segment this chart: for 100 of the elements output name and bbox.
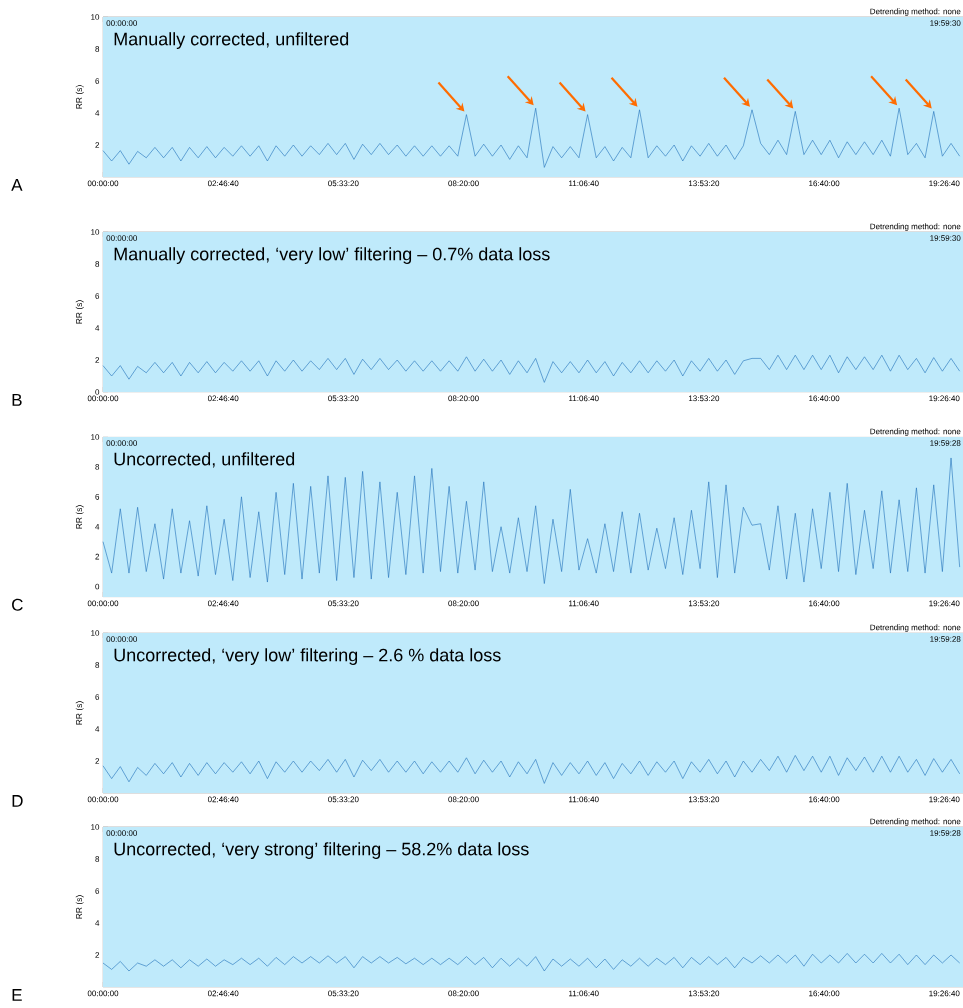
text: B [12,394,22,406]
y-tick-label: 4 [95,726,100,732]
y-tick-label: 6 [95,493,100,500]
text: A [11,179,23,191]
y-tick-label: 10 [91,14,100,20]
x-tick-label: 13:53:20 [688,600,720,607]
x-tick-label: 16:40:00 [809,990,840,997]
line-series [102,107,960,168]
text: C [12,598,23,611]
y-tick-label: 4 [95,523,100,530]
y-tick-label: 4 [95,325,100,331]
y-tick-label: 8 [95,464,100,470]
x-tick-label: 02:46:40 [207,990,239,997]
x-tick-label: 05:33:20 [328,990,359,997]
x-tick-label: 02:46:40 [207,600,239,607]
x-tick-label: 02:46:40 [207,395,239,402]
line-series [102,354,960,383]
x-tick-label: 02:46:40 [207,796,239,803]
x-tick-label: 16:40:00 [809,600,840,607]
x-tick-label: 05:33:20 [328,600,359,607]
x-tick-label: 00:00:00 [87,796,119,803]
text: Detrending method: none [870,428,961,436]
y-tick-label: 6 [95,694,100,700]
x-tick-label: 02:46:40 [207,180,239,187]
x-tick-label: 11:06:40 [569,600,599,607]
x-tick-label: 19:26:40 [929,796,960,803]
y-axis-title: RR (s) [75,895,84,919]
annotation: 00:00:00 [106,440,138,446]
text: Detrending method: none [870,624,961,632]
y-tick-label: 2 [95,758,100,764]
y-tick-label: 4 [95,920,100,926]
text: Manually corrected, ‘very low’ filtering – 0.7% data loss [114,247,550,264]
x-tick-label: 00:00:00 [87,395,119,402]
annotation: 19:59:28 [930,440,961,446]
x-tick-label: 19:26:40 [929,395,960,402]
y-axis-title: RR (s) [75,701,84,725]
annotation: 00:00:00 [106,830,138,836]
text: E [12,989,22,1001]
text: D [12,795,23,807]
annotation: 19:59:28 [930,636,961,642]
x-tick-label: 05:33:20 [328,180,359,187]
x-tick-label: 13:53:20 [688,180,720,187]
x-tick-label: 16:40:00 [809,395,840,402]
x-tick-label: 19:26:40 [929,180,960,187]
x-tick-label: 13:53:20 [688,990,720,997]
x-tick-label: 11:06:40 [569,395,599,402]
x-tick-label: 19:26:40 [929,600,960,607]
text: Uncorrected, ‘very strong’ filtering – 58.2% data loss [114,842,529,859]
x-tick-label: 11:06:40 [569,180,599,187]
y-tick-label: 2 [95,553,100,560]
y-tick-label: 0 [95,389,100,395]
text: Detrending method: none [870,223,961,231]
y-axis-title: RR (s) [75,505,84,529]
x-tick-label: 00:00:00 [87,180,119,187]
x-tick-label: 00:00:00 [87,600,119,607]
y-tick-label: 4 [95,110,100,116]
y-tick-label: 2 [95,142,100,148]
x-tick-label: 08:20:00 [448,180,479,187]
x-tick-label: 19:26:40 [929,990,960,997]
x-tick-label: 05:33:20 [328,796,359,803]
x-tick-label: 08:20:00 [448,990,479,997]
x-tick-label: 08:20:00 [448,395,479,402]
y-axis-title: RR (s) [75,85,84,109]
y-tick-label: 8 [95,46,100,52]
x-tick-label: 16:40:00 [809,796,840,803]
y-tick-label: 0 [95,583,100,590]
y-tick-label: 10 [91,824,100,830]
text: Detrending method: none [870,8,961,16]
x-tick-label: 16:40:00 [809,180,840,187]
annotation: 19:59:28 [930,830,961,836]
y-tick-label: 2 [95,952,100,958]
y-tick-label: 6 [95,888,100,894]
x-tick-label: 05:33:20 [328,395,359,402]
x-tick-label: 08:20:00 [448,600,479,607]
annotation: 19:59:30 [930,235,961,241]
y-axis-title: RR (s) [75,300,84,324]
text: Detrending method: none [870,818,961,826]
y-tick-label: 2 [95,357,100,363]
x-tick-label: 13:53:20 [688,395,720,402]
x-tick-label: 11:06:40 [569,990,599,997]
y-tick-label: 6 [95,293,100,299]
y-tick-label: 8 [95,856,100,862]
x-tick-label: 00:00:00 [87,990,119,997]
x-tick-label: 13:53:20 [688,796,720,803]
text: Uncorrected, unfiltered [114,452,295,468]
y-tick-label: 10 [91,630,100,636]
text: Uncorrected, ‘very low’ filtering – 2.6 % data loss [114,648,501,665]
line-series [102,953,960,972]
annotation: 00:00:00 [106,20,138,26]
y-tick-label: 10 [91,229,100,235]
y-tick-label: 10 [91,434,100,440]
x-tick-label: 11:06:40 [569,796,599,803]
y-tick-label: 8 [95,662,100,668]
x-tick-label: 08:20:00 [448,796,479,803]
y-tick-label: 6 [95,78,100,84]
annotation: 00:00:00 [106,235,138,241]
text: Manually corrected, unfiltered [114,32,349,49]
y-tick-label: 8 [95,261,100,267]
annotation: 00:00:00 [106,636,138,642]
line-series [102,755,960,784]
